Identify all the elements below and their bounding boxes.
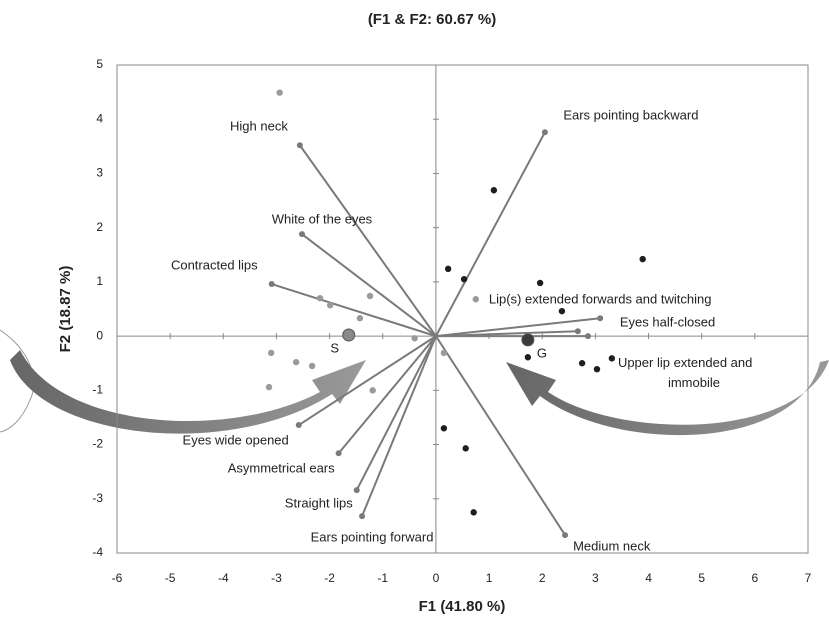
x-tick-label: -3 [271,571,282,585]
point [462,445,469,452]
x-tick-label: 7 [805,571,812,585]
point [490,187,498,194]
x-axis-label: F1 (41.80 %) [419,598,506,615]
y-tick-label: -1 [92,383,103,397]
point [472,296,479,303]
point [440,425,448,432]
point [292,358,300,366]
y-tick-label: 5 [96,57,103,71]
loading-vector [435,335,566,536]
x-tick-label: -5 [165,571,176,585]
x-tick-label: 6 [752,571,759,585]
loading-vector [435,317,601,338]
x-tick-label: -4 [218,571,229,585]
y-tick-label: 3 [96,166,103,180]
point [265,383,273,391]
vector-end [298,231,305,238]
loading-vector [271,283,437,338]
point [578,360,586,367]
vector-end [353,487,360,494]
point [440,349,448,357]
point [356,315,364,322]
point [316,294,324,302]
point [608,355,616,362]
x-tick-label: 2 [539,571,546,585]
loading-vector [301,233,437,337]
point [470,509,477,516]
x-tick-label: 5 [698,571,705,585]
point [411,335,418,342]
centroid [342,328,356,342]
arrow-right [506,360,829,436]
point [536,279,544,287]
point [558,307,566,315]
centroid [521,333,535,347]
vector-label: Asymmetrical ears [228,461,335,476]
vector-end [597,315,604,322]
vector-label: Contracted lips [171,257,258,272]
centroid-label: G [537,345,547,360]
vector-label: White of the eyes [272,212,373,227]
vector-end [268,281,275,288]
x-tick-label: -1 [377,571,388,585]
x-tick-label: 4 [645,571,652,585]
vector-label: Straight lips [285,496,353,511]
x-tick-label: -6 [112,571,123,585]
point [267,349,275,357]
x-tick-label: 0 [433,571,440,585]
y-axis-label: F2 (18.87 %) [57,266,74,353]
vector-label: Eyes half-closed [620,315,715,330]
loading-vector [337,335,437,454]
point [326,302,334,309]
vector-end [359,513,366,520]
point [593,365,601,373]
point [276,89,283,96]
point [524,354,532,361]
vector-label: Medium neck [573,539,651,554]
vector-label: Eyes wide opened [183,432,289,447]
point [369,387,376,394]
y-tick-label: 4 [96,111,103,125]
loading-vector [435,131,546,337]
loading-vector [361,335,437,517]
point [444,265,452,273]
vector-label: Lip(s) extended forwards and twitching [489,292,712,307]
loading-vector [298,335,437,426]
arrow-left [10,350,366,434]
x-tick-label: -2 [324,571,335,585]
vector-end [541,129,548,136]
vector-label: High neck [230,119,288,134]
centroid-label: S [330,340,339,355]
y-tick-label: -3 [92,491,103,505]
vector-label: Ears pointing backward [563,108,698,123]
y-tick-label: -4 [92,545,103,559]
point [366,292,374,300]
vector-end [295,422,302,429]
chart-title: (F1 & F2: 60.67 %) [368,11,496,28]
vector-end [574,328,581,335]
y-tick-label: -2 [92,437,103,451]
y-tick-label: 2 [96,220,103,234]
vector-label: Ears pointing forward [311,530,434,545]
vector-end [584,333,591,340]
vector-end [335,450,342,457]
vector-end [562,532,569,539]
x-tick-label: 3 [592,571,599,585]
point [308,362,316,370]
vector-end [296,142,303,149]
x-tick-label: 1 [486,571,493,585]
loading-vector [355,335,437,491]
point [460,275,468,283]
decoration [0,329,35,433]
y-tick-label: 0 [96,328,103,342]
point [639,255,646,263]
plot-frame [116,64,809,554]
vector-label: Upper lip extended and immobile [618,356,752,391]
y-tick-label: 1 [96,274,103,288]
loading-vector [299,144,437,337]
